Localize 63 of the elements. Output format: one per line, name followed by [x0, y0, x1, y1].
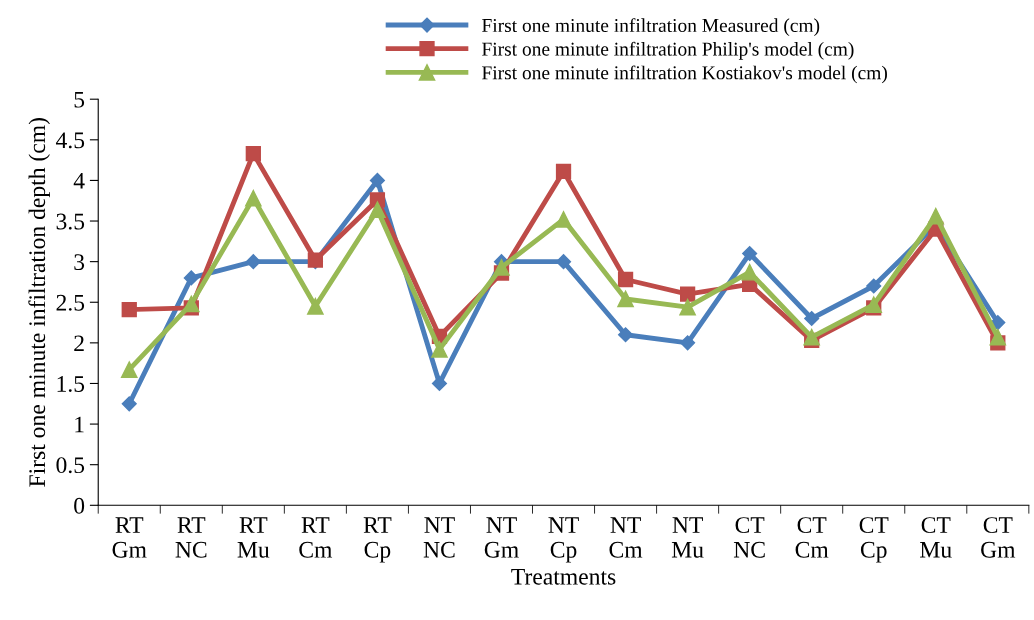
point — [121, 396, 137, 412]
point — [803, 328, 821, 346]
x-tick-label: CT Mu — [920, 517, 952, 558]
x-tick-label: NT NC — [423, 517, 455, 558]
point — [617, 271, 634, 288]
point — [431, 375, 448, 392]
point — [679, 286, 696, 302]
point — [369, 201, 386, 218]
point — [990, 314, 1006, 331]
x-axis-title: Treatments — [511, 568, 616, 585]
y-tick-label: 1.5 — [57, 376, 85, 392]
point — [183, 270, 199, 286]
point — [679, 298, 696, 316]
point — [617, 327, 634, 343]
y-tick-label: 2.5 — [56, 294, 85, 311]
point — [989, 328, 1007, 346]
point — [555, 254, 572, 270]
point — [741, 263, 758, 281]
y-tick-label: 3 — [74, 254, 85, 271]
x-tick-label: NT Cm — [609, 517, 643, 558]
x-tick-label: CT NC — [733, 517, 765, 558]
point — [307, 297, 324, 315]
legend-label: First one minute infiltration Kostiakov's model (cm) — [482, 65, 887, 84]
y-tick-label: 3.5 — [56, 213, 85, 230]
point — [555, 163, 572, 180]
point — [927, 207, 945, 225]
x-tick-label: CT Cm — [795, 517, 829, 558]
y-tick-label: 5 — [74, 91, 85, 108]
x-tick-label: CT Cp — [859, 517, 889, 563]
y-axis-title: First one minute infiltration depth (cm) — [28, 118, 50, 487]
point — [245, 145, 261, 162]
point — [865, 296, 883, 314]
point — [493, 258, 510, 276]
y-tick-label: 4.5 — [55, 132, 85, 149]
y-tick-label: 0.5 — [56, 457, 85, 474]
x-tick-label: NT Mu — [671, 517, 704, 558]
y-tick-label: 0 — [74, 497, 85, 514]
point — [742, 245, 758, 262]
x-tick-label: NT Gm — [484, 517, 519, 558]
point — [121, 301, 137, 318]
y-tick-label: 2 — [74, 335, 84, 352]
point — [245, 254, 261, 270]
point — [617, 290, 634, 308]
point — [804, 310, 820, 327]
point — [680, 335, 696, 351]
y-tick-label: 4 — [73, 173, 85, 189]
point — [866, 278, 882, 294]
point — [431, 341, 448, 358]
point — [369, 172, 385, 188]
legend-label: First one minute infiltration Measured (cm) — [482, 18, 820, 36]
point — [244, 189, 262, 207]
legend-label: First one minute infiltration Philip's model (cm) — [482, 41, 854, 60]
x-tick-label: NT Cp — [548, 517, 579, 563]
point — [120, 361, 138, 378]
y-tick-label: 1 — [75, 416, 84, 433]
x-tick-label: RT Mu — [237, 517, 270, 558]
x-tick-label: RT Gm — [112, 517, 147, 558]
point — [182, 295, 200, 313]
point — [555, 211, 572, 228]
x-tick-label: RT Cp — [363, 517, 392, 563]
x-tick-label: RT Cm — [299, 517, 333, 558]
x-tick-label: RT NC — [175, 517, 207, 558]
x-tick-label: CT Gm — [981, 517, 1016, 558]
